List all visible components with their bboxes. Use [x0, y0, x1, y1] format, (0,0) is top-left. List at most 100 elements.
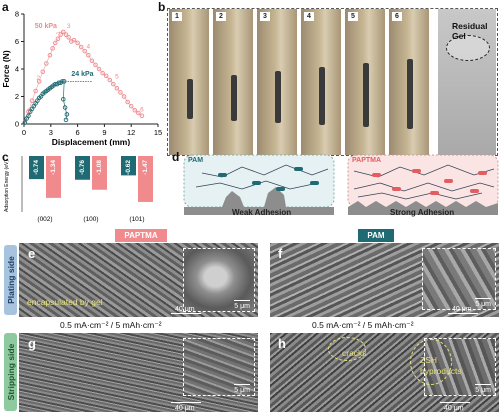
y-axis-label: Force (N)	[1, 50, 11, 87]
energy-bar	[75, 156, 90, 180]
photo-frame-1: 1	[169, 9, 209, 155]
hydrogel-strip	[187, 79, 193, 119]
data-point	[93, 62, 98, 68]
data-point	[100, 70, 105, 76]
data-point	[78, 44, 84, 50]
adhesion-photo-sequence	[167, 8, 498, 156]
c-category-label: (101)	[129, 216, 144, 223]
data-point	[40, 69, 46, 75]
point-number: 6	[140, 107, 144, 114]
y-tick-label: 0	[15, 120, 19, 129]
data-point	[139, 113, 145, 118]
data-point	[136, 110, 141, 116]
photo-number: 4	[304, 12, 314, 21]
data-point	[58, 32, 63, 37]
point-number: 1	[27, 108, 31, 115]
data-point	[89, 58, 95, 64]
label-24kpa: 24 kPa	[71, 71, 93, 78]
y-tick-label: 6	[15, 37, 19, 46]
panel-letter-b: b	[158, 0, 166, 14]
hydrogel-strip	[363, 63, 369, 127]
data-point	[114, 85, 120, 91]
hydrogel-strip	[275, 71, 281, 123]
crack-outline	[328, 337, 366, 361]
data-point	[107, 77, 113, 83]
strong-adhesion-caption: Strong Adhesion	[390, 208, 455, 217]
c-category-label: (100)	[83, 216, 98, 223]
data-point	[118, 90, 123, 95]
energy-bar	[138, 156, 153, 202]
data-point	[50, 46, 55, 51]
adsorption-energy-chart: Adsorption Energy (eV) -0.74 -1.34 (002) -0.…	[4, 156, 153, 223]
condition-right: 0.5 mA·cm⁻² / 5 mAh·cm⁻²	[312, 320, 414, 330]
hydrogel-strip	[407, 59, 413, 129]
photo-frame-6: 6	[389, 9, 429, 155]
data-point	[53, 40, 58, 46]
photo-frame-3: 3	[257, 9, 297, 155]
encapsulated-note: encapsulated by gel	[27, 297, 103, 307]
point-number: 2	[37, 75, 41, 82]
c-y-axis-label: Adsorption Energy (eV)	[4, 160, 10, 212]
data-point	[75, 40, 80, 46]
y-tick-label: 2	[15, 92, 19, 101]
hydrogel-strip	[231, 75, 237, 121]
sem-image-g: 5 μm 40 μm	[19, 333, 258, 412]
data-point	[128, 103, 134, 109]
panel-letter-d: d	[172, 150, 180, 164]
y-tick-label: 4	[15, 65, 19, 74]
energy-bar	[29, 156, 44, 180]
bar-value-label: -1.47	[142, 160, 149, 175]
x-tick-label: 6	[76, 128, 80, 137]
panel-letter-c: c	[2, 150, 9, 164]
data-point	[60, 79, 65, 84]
energy-bar	[46, 156, 61, 198]
data-point	[47, 53, 53, 58]
panel-letter-a: a	[2, 0, 9, 14]
zsh-outline	[410, 339, 452, 385]
x-axis-label: Displacement (mm)	[52, 137, 131, 146]
data-point	[63, 32, 69, 37]
data-point	[36, 79, 42, 84]
bar-value-label: -0.76	[79, 160, 86, 175]
x-tick-label: 0	[22, 128, 26, 137]
panel-letter-f: f	[278, 246, 283, 261]
residual-gel-photo	[438, 9, 496, 155]
panel-letter-e: e	[28, 246, 36, 261]
data-point	[125, 99, 130, 105]
data-point	[26, 113, 31, 118]
data-point	[29, 98, 35, 103]
photo-frame-5: 5	[345, 9, 385, 155]
data-point	[103, 73, 109, 79]
x-tick-label: 3	[49, 128, 53, 137]
data-point	[82, 48, 87, 54]
bar-value-label: -1.34	[50, 160, 57, 175]
sem-inset-g: 5 μm	[183, 338, 255, 396]
data-point	[111, 81, 116, 87]
data-point	[96, 66, 102, 72]
panel-letter-h: h	[278, 336, 286, 351]
hydrogel-strip	[319, 67, 325, 125]
paptma-column-title: PAPTMA	[115, 229, 167, 242]
data-point	[132, 107, 138, 113]
x-tick-label: 15	[154, 128, 162, 137]
data-point	[86, 53, 91, 58]
energy-bar	[92, 156, 107, 190]
sem-inset-f: 5 μm	[422, 248, 496, 310]
residual-gel-label: Residual Gel	[452, 21, 488, 41]
photo-number: 1	[172, 12, 182, 21]
data-point	[64, 112, 70, 117]
point-number: 3	[67, 23, 71, 30]
sem-image-h: 5 μm cracks ZSH byproducts 40 μm	[270, 333, 499, 412]
sem-inset-e: 5 μm	[183, 248, 255, 312]
x-tick-label: 9	[102, 128, 106, 137]
residual-gel-region	[446, 35, 490, 61]
data-point	[121, 94, 127, 99]
y-tick-label: 8	[15, 10, 19, 19]
bar-value-label: -0.62	[125, 160, 132, 175]
pam-column-title: PAM	[358, 229, 394, 242]
bar-value-label: -1.08	[96, 160, 103, 175]
c-category-label: (002)	[37, 216, 52, 223]
photo-frame-2: 2	[213, 9, 253, 155]
photo-number: 6	[392, 12, 402, 21]
